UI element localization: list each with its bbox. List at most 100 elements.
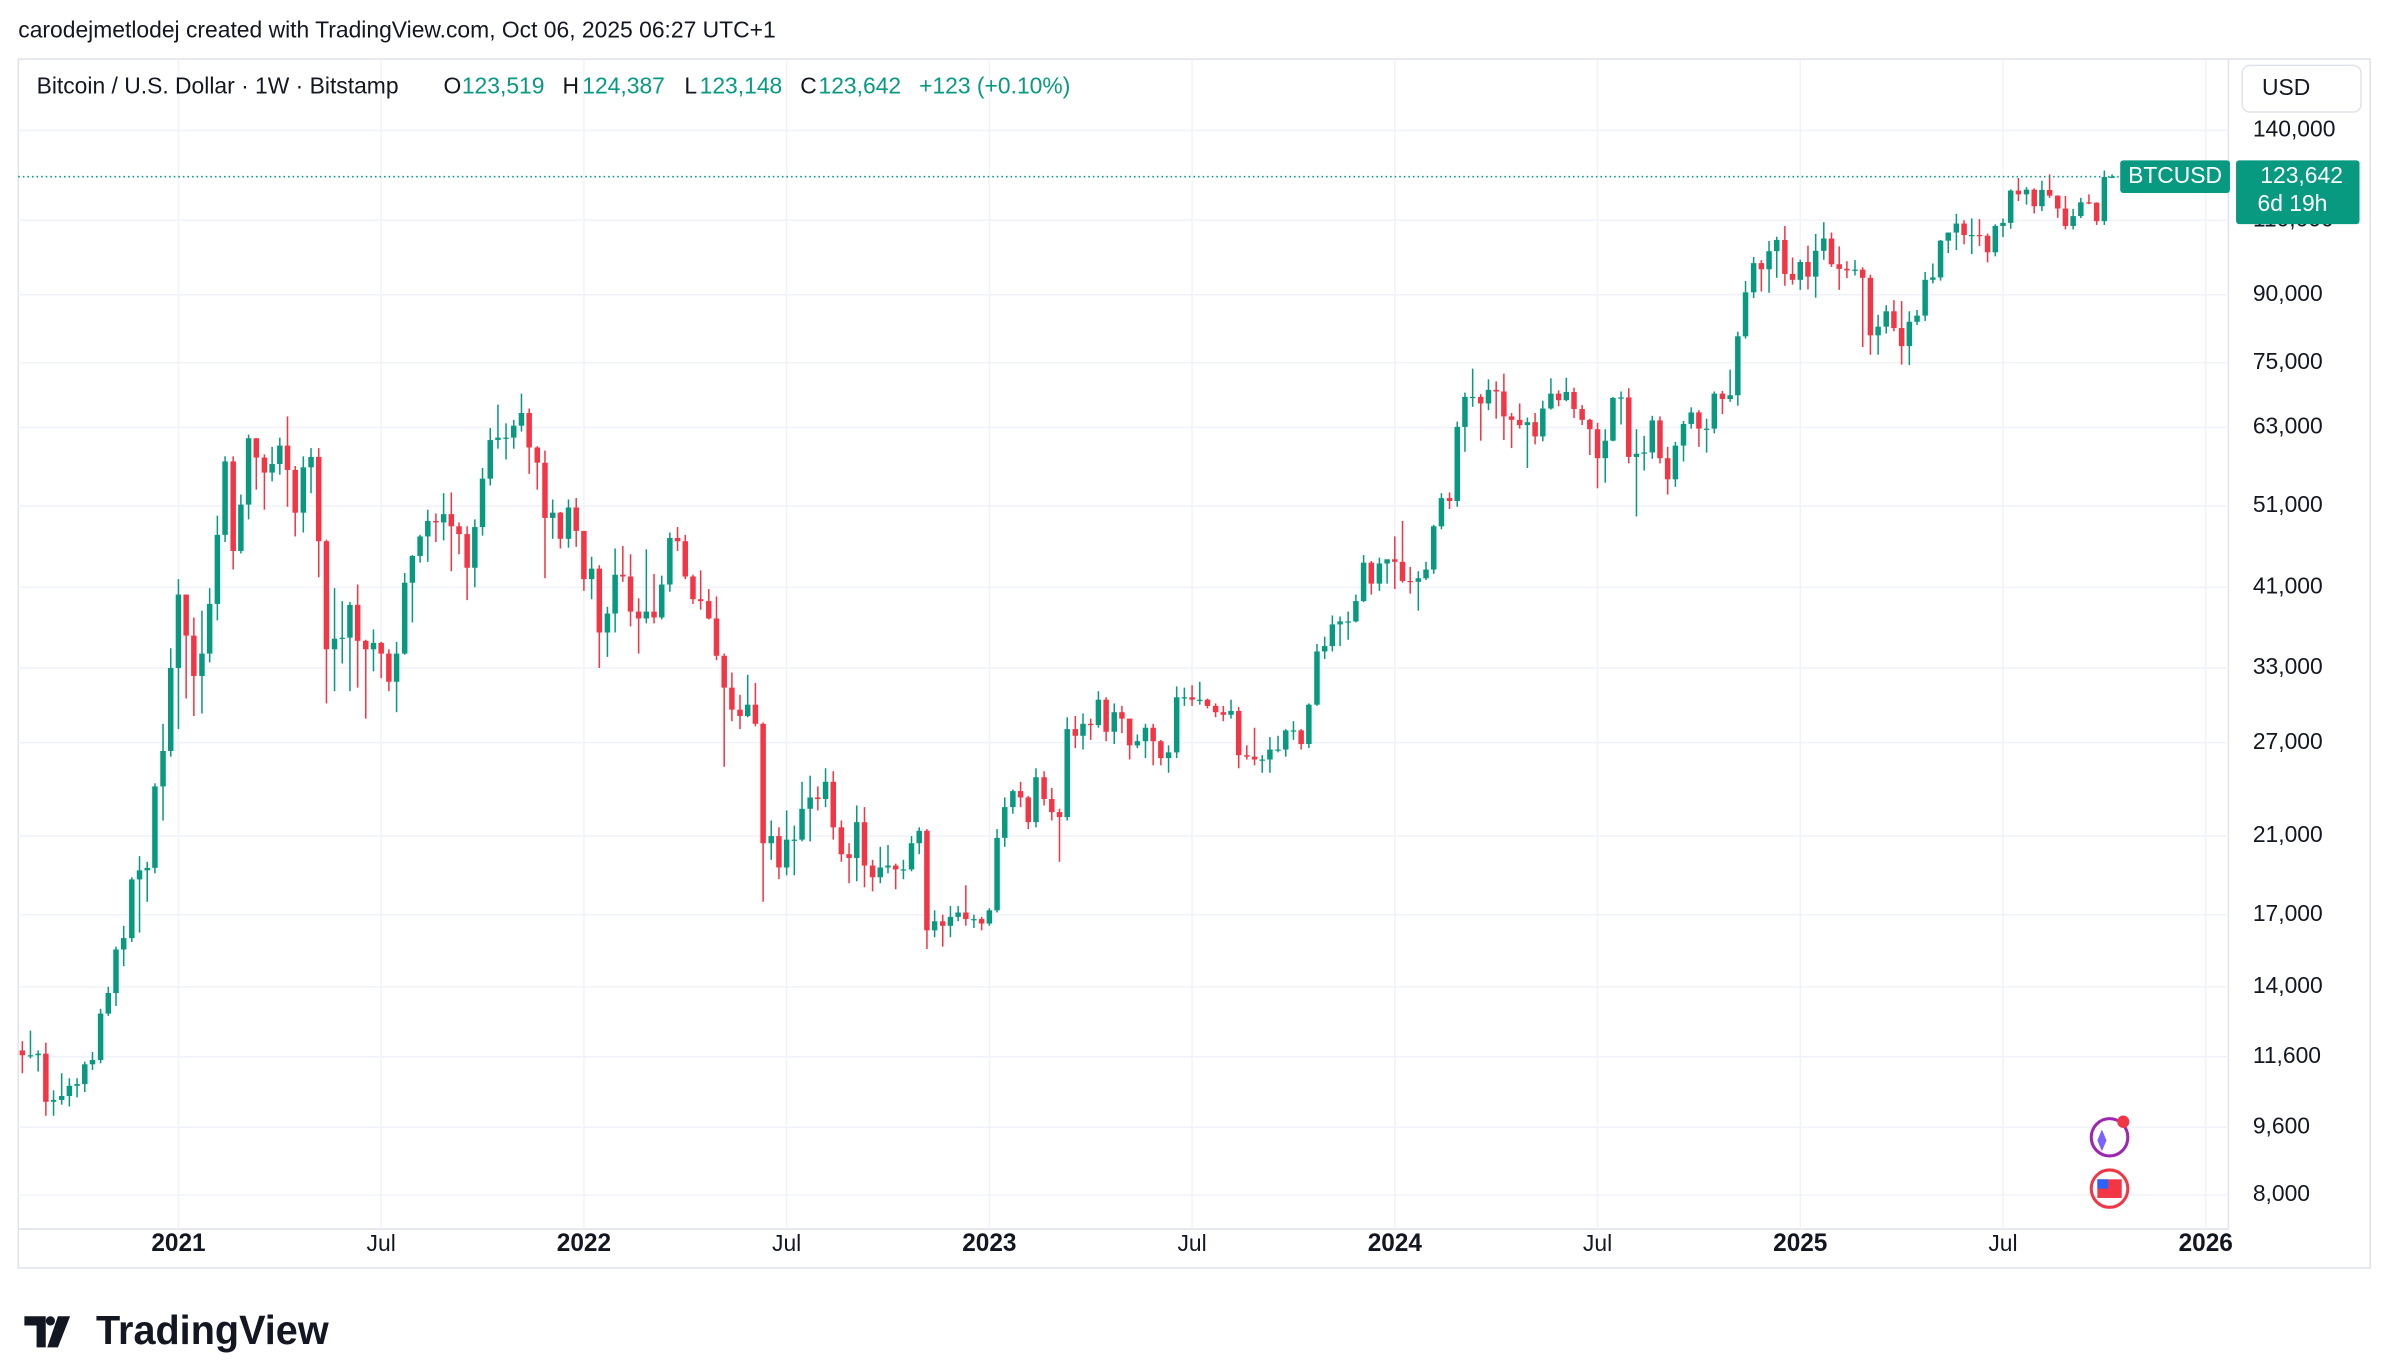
candle-body bbox=[1438, 498, 1445, 527]
candle-body bbox=[2093, 202, 2100, 222]
candle-body bbox=[152, 786, 158, 868]
candle-body bbox=[230, 461, 236, 551]
candle-body bbox=[1930, 277, 1936, 280]
candle-body bbox=[1173, 697, 1180, 753]
candle-body bbox=[245, 438, 252, 505]
candle-body bbox=[706, 601, 712, 619]
candle-body bbox=[1181, 697, 1188, 699]
candle-body bbox=[1360, 562, 1367, 602]
candle-body bbox=[854, 822, 860, 858]
candle-body bbox=[222, 461, 228, 535]
candle-body bbox=[1189, 697, 1195, 700]
candle-body bbox=[1626, 397, 1632, 457]
candle-body bbox=[1649, 420, 1656, 453]
candle-body bbox=[1056, 812, 1063, 818]
price-label: 123,642 bbox=[2260, 162, 2343, 188]
candle-body bbox=[604, 613, 611, 633]
candle-body bbox=[1914, 315, 1920, 322]
candle-body bbox=[674, 538, 681, 542]
candle-body bbox=[120, 938, 127, 950]
candle-body bbox=[1142, 727, 1149, 742]
x-tick-label: 2025 bbox=[1773, 1230, 1828, 1257]
candle-body bbox=[1579, 409, 1585, 420]
candle-body bbox=[1493, 389, 1499, 392]
notification-dot bbox=[2117, 1115, 2130, 1128]
candle-body bbox=[19, 1050, 26, 1056]
candle-body bbox=[74, 1084, 80, 1086]
candle-body bbox=[1664, 458, 1671, 480]
candle-body bbox=[354, 604, 361, 641]
candle-body bbox=[495, 437, 501, 441]
candle-body bbox=[89, 1060, 96, 1065]
candle-body bbox=[113, 949, 119, 994]
candle-body bbox=[136, 870, 143, 880]
candle-body bbox=[1134, 741, 1141, 746]
candle-body bbox=[1867, 277, 1874, 336]
candle-body bbox=[183, 594, 189, 636]
candle-body bbox=[971, 919, 977, 921]
candle-body bbox=[1563, 392, 1570, 401]
candle-body bbox=[2101, 177, 2108, 222]
candle-body bbox=[160, 750, 166, 787]
legend-value: 124,387 bbox=[582, 72, 665, 98]
candle-body bbox=[1672, 445, 1679, 480]
candle-body bbox=[815, 797, 821, 800]
candle-body bbox=[869, 865, 876, 878]
candle-body bbox=[978, 919, 985, 924]
candle-body bbox=[363, 640, 369, 650]
candle-body bbox=[768, 836, 774, 844]
candle-body bbox=[1953, 223, 1960, 233]
candle-body bbox=[908, 843, 915, 870]
candle-body bbox=[1306, 704, 1312, 744]
candle-body bbox=[1275, 749, 1281, 751]
candle-body bbox=[1454, 426, 1460, 501]
y-tick-label: 75,000 bbox=[2253, 348, 2323, 374]
candle-body bbox=[339, 637, 345, 639]
candle-body bbox=[1844, 268, 1850, 271]
candle-body bbox=[448, 514, 455, 527]
candle-body bbox=[1197, 699, 1203, 701]
candle-body bbox=[776, 836, 782, 868]
candle-body bbox=[1782, 239, 1788, 274]
candle-body bbox=[1680, 423, 1687, 446]
candle-body bbox=[292, 469, 298, 513]
candle-body bbox=[518, 412, 525, 426]
candle-body bbox=[1540, 408, 1546, 437]
candle-body bbox=[1002, 807, 1008, 838]
candle-body bbox=[308, 456, 314, 468]
candle-body bbox=[1072, 729, 1079, 736]
legend-key: H bbox=[562, 72, 579, 98]
candle-body bbox=[1165, 752, 1172, 759]
candle-body bbox=[1049, 799, 1055, 813]
logo-mark bbox=[24, 1316, 71, 1348]
candle-body bbox=[1602, 440, 1608, 459]
candle-body bbox=[892, 865, 899, 870]
currency-button[interactable] bbox=[2241, 64, 2362, 113]
candle-body bbox=[1119, 712, 1125, 719]
candle-body bbox=[2015, 190, 2022, 195]
candle-body bbox=[370, 642, 377, 650]
candle-body bbox=[963, 912, 969, 920]
candle-body bbox=[807, 797, 813, 809]
candle-body bbox=[1898, 328, 1905, 347]
candle-body bbox=[947, 916, 954, 926]
candle-body bbox=[721, 655, 727, 688]
candle-body bbox=[1937, 240, 1944, 278]
candle-body bbox=[277, 445, 283, 465]
currency[interactable]: USD bbox=[2262, 74, 2310, 100]
candle-body bbox=[1610, 397, 1616, 441]
candle-body bbox=[386, 653, 392, 682]
candle-body bbox=[199, 653, 205, 676]
candle-body bbox=[1283, 730, 1289, 750]
candle-body bbox=[1555, 393, 1562, 401]
y-tick-label: 33,000 bbox=[2253, 653, 2323, 679]
candle-body bbox=[1719, 393, 1726, 400]
logo: TradingView bbox=[24, 1309, 330, 1353]
candle-body bbox=[105, 993, 112, 1014]
candle-body bbox=[300, 467, 307, 513]
y-tick-label: 140,000 bbox=[2253, 115, 2336, 141]
legend-value: 123,642 bbox=[819, 72, 902, 98]
candle-body bbox=[261, 457, 268, 473]
candle-body bbox=[1618, 397, 1624, 399]
candle-body bbox=[1750, 263, 1757, 293]
